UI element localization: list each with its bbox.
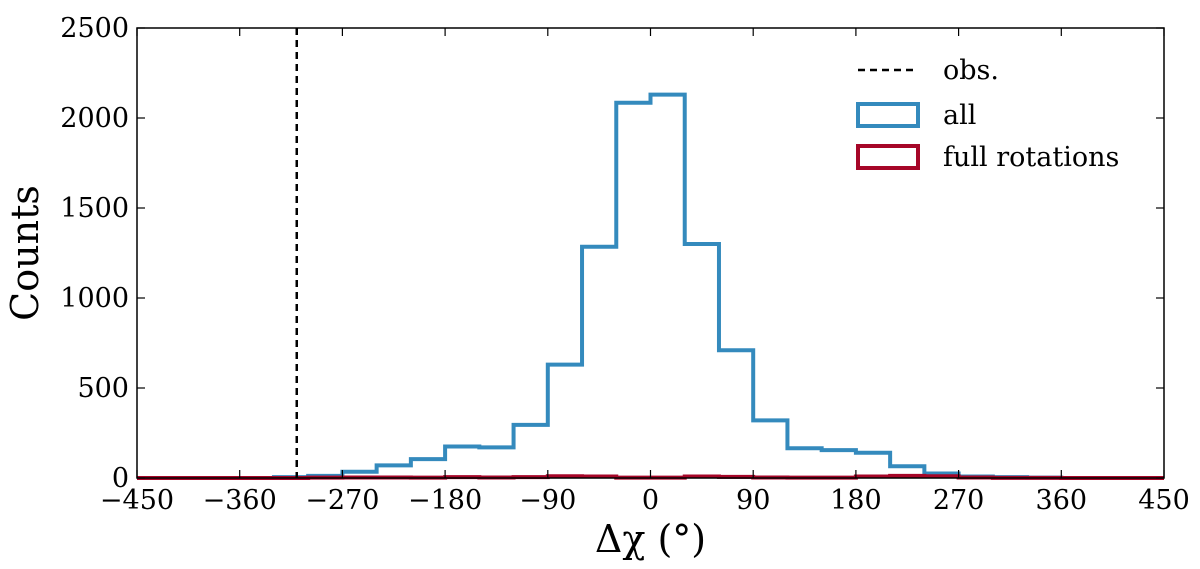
legend: obs. all full rotations (856, 55, 1119, 173)
x-tick-label: 270 (933, 485, 985, 516)
y-tick-label: 1500 (60, 193, 129, 224)
y-axis-title: Counts (3, 185, 47, 321)
series-0-bin (479, 447, 513, 478)
x-tick-label: −360 (203, 485, 277, 516)
series-0-bin (787, 448, 821, 478)
series-0-bin (548, 365, 582, 478)
x-tick-label: −450 (100, 485, 174, 516)
series-0-bin (651, 95, 685, 478)
series-0-bin (822, 450, 856, 478)
series-0-bin (685, 244, 719, 478)
legend-label: all (943, 100, 976, 131)
x-tick-label: −90 (519, 485, 576, 516)
legend-label: full rotations (943, 142, 1119, 173)
x-tick-label: 0 (642, 485, 659, 516)
series-0-bin (411, 459, 445, 478)
y-tick-label: 2500 (60, 13, 129, 44)
axes: −450 −360 −270 −180 −90 0 90 180 270 360 450 0 500 10… (60, 13, 1189, 516)
x-tick-label: 180 (830, 485, 882, 516)
series-0-bin (616, 103, 650, 478)
series-0-bin (514, 425, 548, 478)
x-tick-label: −180 (408, 485, 482, 516)
x-tick-label: −270 (305, 485, 379, 516)
y-tick-label: 1000 (60, 283, 129, 314)
y-tick-label: 2000 (60, 103, 129, 134)
series-0-bin (753, 420, 787, 478)
x-tick-label: 90 (736, 485, 770, 516)
x-axis-title: Δχ (°) (595, 517, 706, 561)
y-tick-label: 500 (77, 373, 129, 404)
legend-label: obs. (943, 55, 999, 86)
series-0-bin (719, 350, 753, 478)
series-0-bin (856, 453, 890, 478)
legend-all-swatch (856, 102, 920, 128)
series-0-bin (445, 447, 479, 479)
x-tick-label: 360 (1036, 485, 1088, 516)
x-tick-label: 450 (1138, 485, 1190, 516)
y-tick-label: 0 (112, 463, 129, 494)
legend-full-rotations-swatch (856, 144, 920, 170)
series-0-bin (582, 247, 616, 478)
plot-area (137, 28, 1164, 480)
